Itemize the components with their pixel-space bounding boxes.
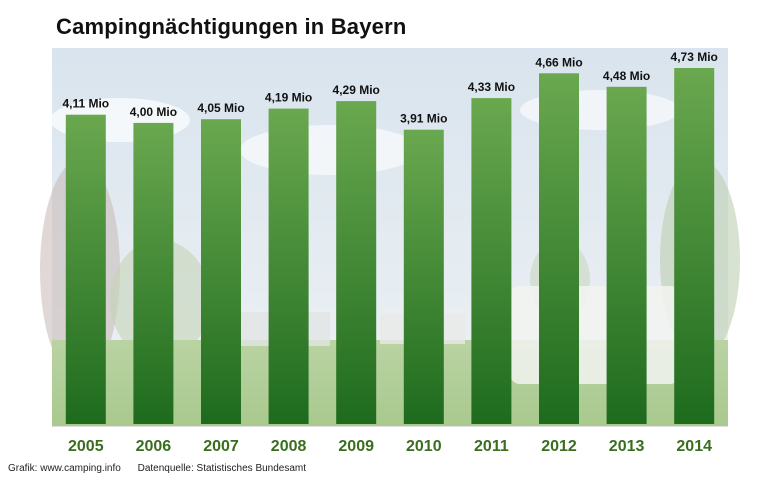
bar-2008 bbox=[268, 108, 309, 424]
value-label-2007: 4,05 Mio bbox=[197, 101, 244, 115]
bar-2007 bbox=[201, 119, 241, 424]
bar-2014 bbox=[674, 68, 715, 424]
value-label-2013: 4,48 Mio bbox=[603, 69, 650, 83]
bar-2009 bbox=[336, 101, 377, 424]
value-label-2012: 4,66 Mio bbox=[535, 55, 582, 69]
footer-credit: Grafik: www.camping.info bbox=[8, 463, 121, 474]
bar-2005 bbox=[65, 114, 106, 424]
value-label-2008: 4,19 Mio bbox=[265, 91, 312, 105]
bar-2012 bbox=[539, 73, 579, 425]
x-tick-2008: 2008 bbox=[271, 438, 307, 455]
chart-title: Campingnächtigungen in Bayern bbox=[56, 14, 407, 39]
value-label-2010: 3,91 Mio bbox=[400, 112, 447, 126]
x-tick-2014: 2014 bbox=[676, 438, 712, 455]
x-tick-2011: 2011 bbox=[474, 438, 509, 455]
value-label-2014: 4,73 Mio bbox=[671, 50, 718, 64]
value-label-2006: 4,00 Mio bbox=[130, 105, 177, 119]
x-tick-2013: 2013 bbox=[609, 438, 645, 455]
bar-2011 bbox=[471, 98, 512, 424]
x-tick-2005: 2005 bbox=[68, 438, 104, 455]
value-label-2009: 4,29 Mio bbox=[333, 83, 380, 97]
x-tick-2006: 2006 bbox=[136, 438, 172, 455]
value-label-2005: 4,11 Mio bbox=[62, 97, 109, 111]
bar-2006 bbox=[133, 122, 174, 425]
bar-2013 bbox=[606, 86, 647, 425]
x-tick-2009: 2009 bbox=[338, 438, 374, 455]
x-tick-2007: 2007 bbox=[203, 438, 239, 455]
x-tick-2012: 2012 bbox=[541, 438, 577, 455]
bar-2010 bbox=[403, 129, 444, 424]
footer-source: Datenquelle: Statistisches Bundesamt bbox=[137, 463, 307, 474]
x-tick-2010: 2010 bbox=[406, 438, 442, 455]
footer: Grafik: www.camping.info Datenquelle: St… bbox=[8, 463, 320, 474]
value-label-2011: 4,33 Mio bbox=[468, 80, 515, 94]
